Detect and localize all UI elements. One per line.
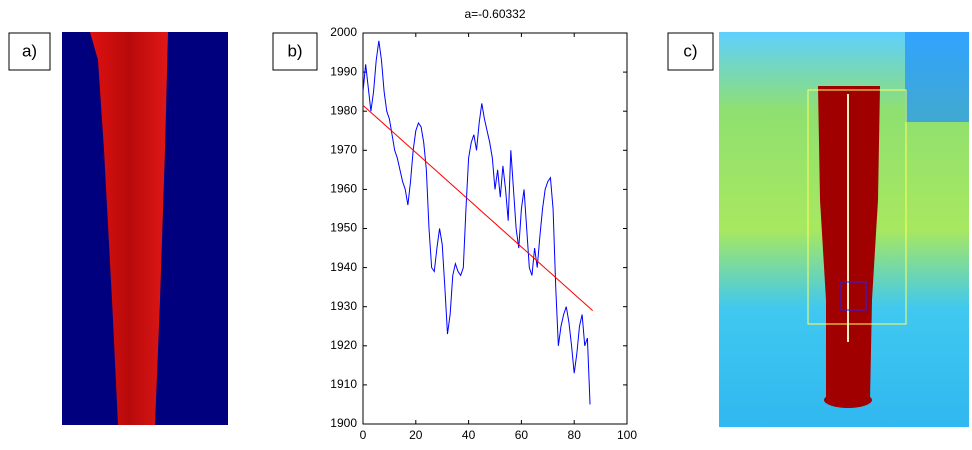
label-box — [8, 32, 51, 71]
y-tick-label: 1970 — [330, 142, 357, 156]
data-line — [362, 104, 594, 311]
panel-c-image — [719, 32, 969, 427]
y-tick-label: 1930 — [330, 299, 357, 313]
y-tick-label: 2000 — [330, 25, 357, 39]
y-tick-label: 1900 — [330, 416, 357, 430]
y-tick-label: 1990 — [330, 64, 357, 78]
y-tick-label: 1910 — [330, 377, 357, 391]
panel-a-image — [62, 32, 228, 425]
label-box — [667, 32, 714, 71]
x-tick-label: 40 — [462, 428, 476, 442]
chart-title: a=-0.60332 — [464, 7, 525, 21]
label-box — [272, 32, 318, 71]
data-line — [362, 40, 591, 405]
y-tick-label: 1960 — [330, 182, 357, 196]
panel-label: c) — [683, 41, 697, 60]
x-tick-label: 100 — [617, 428, 637, 442]
x-tick-label: 20 — [409, 428, 423, 442]
plot-area — [362, 32, 628, 425]
x-tick-label: 80 — [568, 428, 582, 442]
y-tick-label: 1950 — [330, 221, 357, 235]
panel-label: b) — [287, 41, 302, 60]
y-tick-label: 1920 — [330, 338, 357, 352]
x-tick-label: 60 — [515, 428, 529, 442]
y-tick-label: 1980 — [330, 103, 357, 117]
x-tick-label: 0 — [360, 428, 367, 442]
panel-label: a) — [22, 41, 37, 60]
y-tick-label: 1940 — [330, 260, 357, 274]
